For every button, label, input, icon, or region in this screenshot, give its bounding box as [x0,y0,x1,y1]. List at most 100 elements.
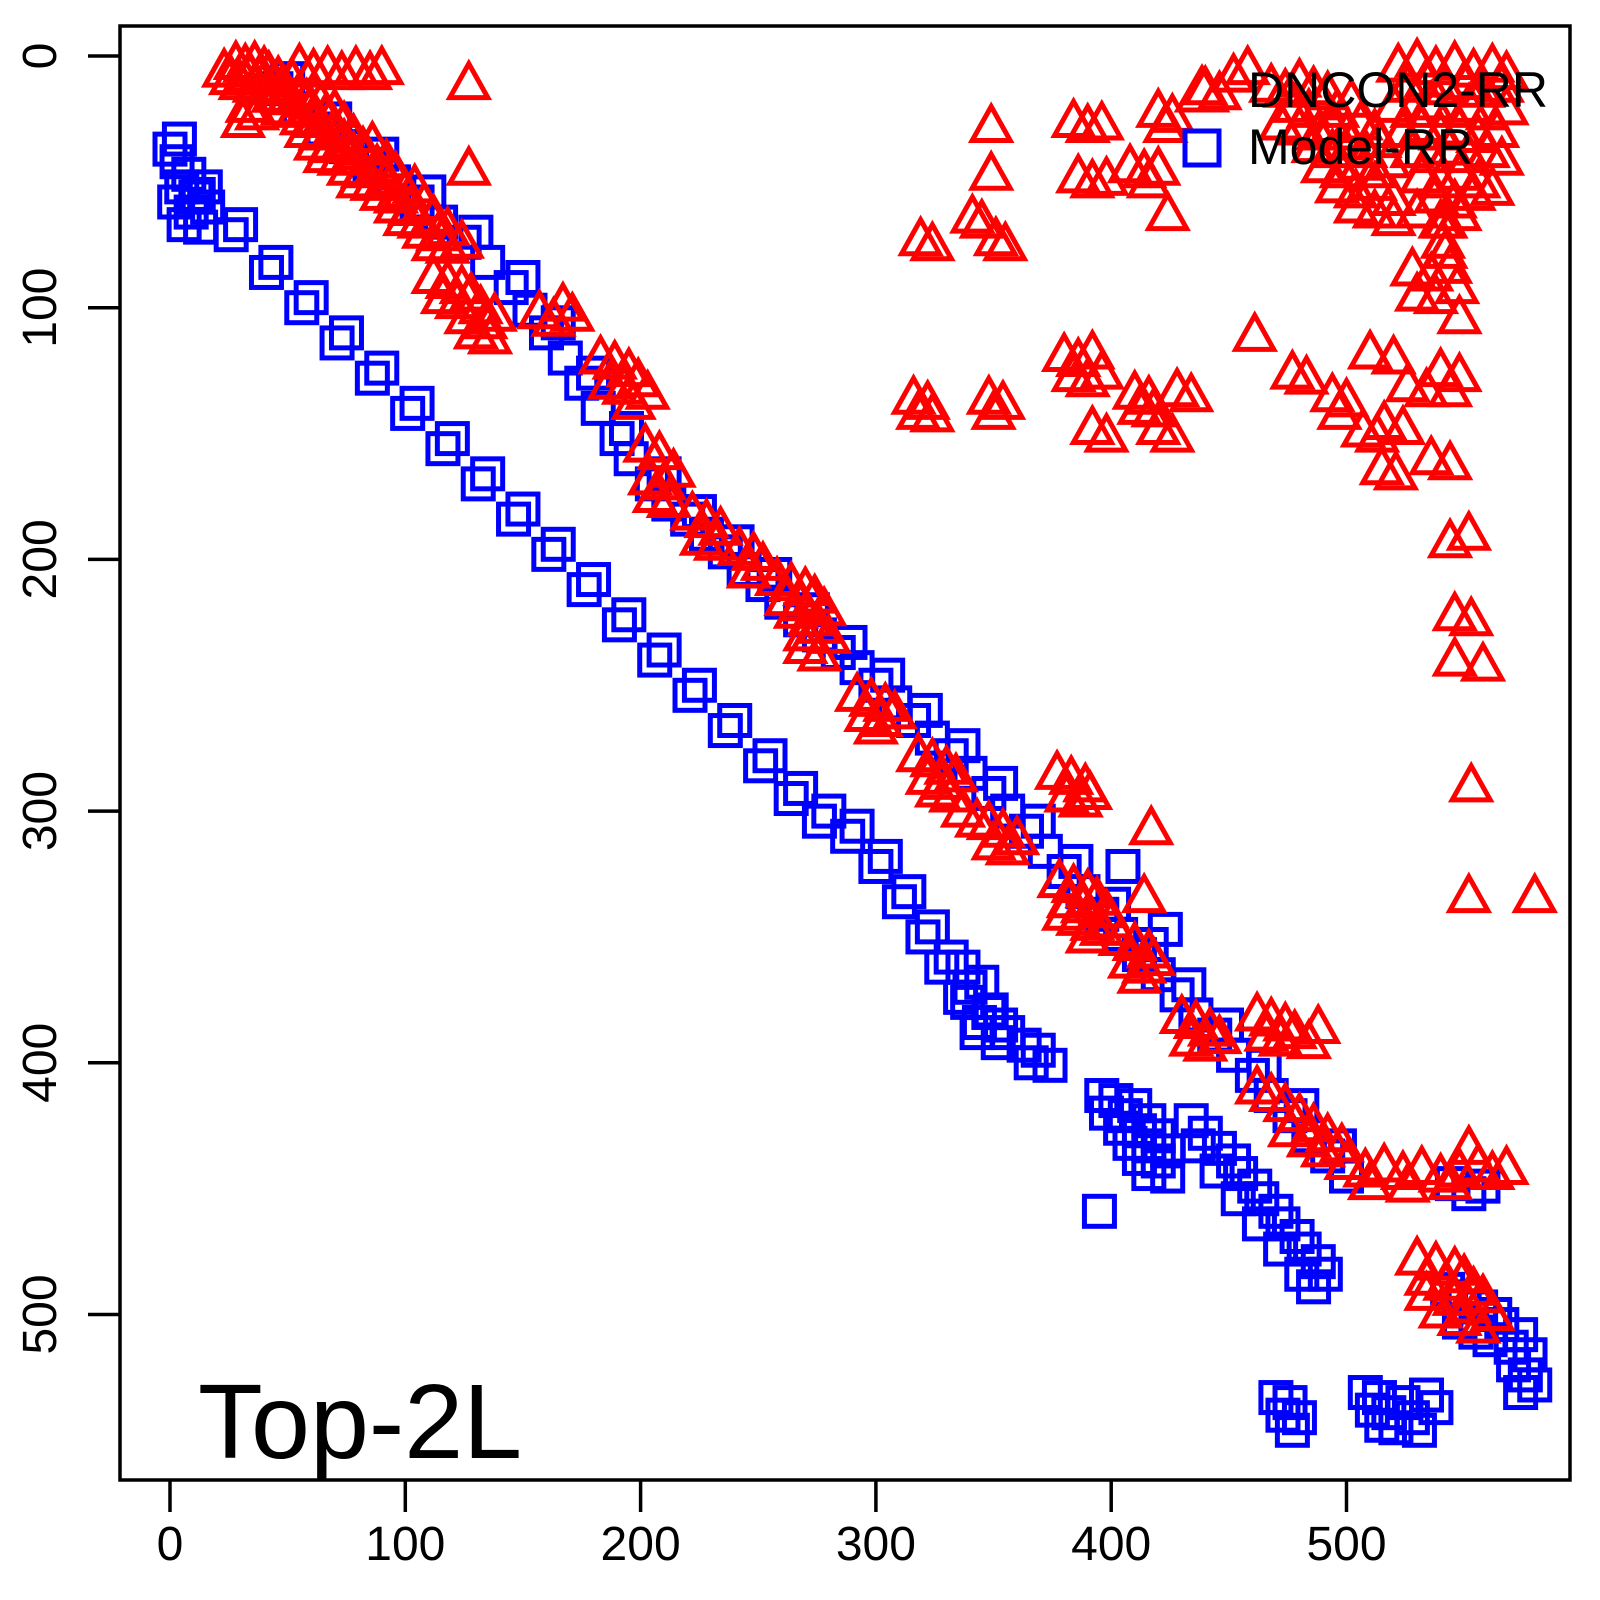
legend-square-icon [1182,128,1222,168]
dncon2-point-marker [894,388,942,430]
dncon2-point-marker [1370,332,1417,375]
model-point-marker [1234,1057,1270,1093]
dncon2-point-marker [1431,589,1479,632]
dncon2-point-marker [1459,639,1507,682]
model-point-marker [983,765,1019,801]
dncon2-point-marker [958,196,1006,239]
model-point-marker [1263,1231,1299,1267]
dncon2-point-marker [862,680,909,722]
dncon2-point-marker [1398,1143,1446,1186]
legend-label-model: Model-RR [1248,119,1473,175]
model-point-marker [1296,1269,1332,1305]
model-point-marker [983,1007,1019,1043]
dncon2-point-marker [224,81,271,123]
dncon2-point-marker [909,219,956,262]
dncon2-point-marker [852,702,900,745]
dncon2-point-marker [1372,448,1420,491]
dncon2-point-marker [1483,1143,1530,1186]
dncon2-point-marker [1057,775,1104,818]
dncon2-point-marker [1130,385,1177,428]
model-point-marker [1507,1357,1543,1393]
model-point-marker [905,919,941,955]
x-tick-label: 0 [157,1518,184,1571]
model-point-marker [1013,1045,1049,1081]
dncon2-point-marker [610,378,657,420]
x-tick-label: 500 [1306,1518,1386,1571]
model-point-marker [672,677,708,713]
model-point-marker [284,290,320,326]
dncon2-point-marker [1127,803,1175,846]
dncon2-point-marker [1064,866,1111,909]
model-point-marker [1131,1156,1167,1192]
legend-triangle-icon [1173,62,1231,113]
dncon2-point-marker [1403,365,1450,408]
model-point-marker [1105,848,1141,884]
dncon2-point-marker [1257,1015,1304,1057]
dncon2-point-marker [1078,98,1126,141]
dncon2-point-marker [949,191,996,234]
model-point-marker [717,702,753,738]
dncon2-point-marker [909,390,956,433]
y-tick-label: 400 [14,1023,67,1103]
dncon2-point-marker [605,345,653,388]
dncon2-point-marker [1426,365,1474,408]
dncon2-point-marker [897,214,944,257]
dncon2-point-marker [1083,410,1130,453]
dncon2-point-marker [967,149,1015,191]
dncon2-point-marker [1323,1138,1370,1180]
model-point-marker [646,632,682,668]
model-point-marker [637,642,673,678]
model-point-marker [1199,1153,1235,1189]
x-axis: 0 100 200 300 400 500 [157,1480,1387,1571]
dncon2-point-marker [1469,1148,1516,1191]
model-point-marker [959,1015,995,1051]
y-tick-label: 200 [14,519,67,599]
dncon2-point-marker [1285,1115,1333,1158]
dncon2-point-marker [1447,594,1495,637]
dncon2-point-marker [1511,871,1559,914]
dncon2-point-marker [259,83,307,126]
model-point-marker [540,526,576,562]
model-point-marker [328,315,364,351]
legend-label-dncon2: DNCON2-RR [1248,62,1548,118]
dncon2-point-marker [207,53,255,96]
model-point-marker [1150,1133,1186,1169]
model-point-marker [248,254,284,290]
model-point-marker [891,874,927,910]
dncon2-point-marker [984,823,1031,866]
dncon2-point-marker [1299,1125,1347,1168]
model-point-marker [933,939,969,975]
dncon2-point-marker [1130,934,1177,977]
x-tick-label: 300 [836,1518,916,1571]
model-point-marker [425,431,461,467]
dncon2-point-marker [1327,76,1375,118]
dncon2-point-marker [982,219,1029,262]
dncon2-point-marker [1469,1289,1516,1331]
model-point-marker [354,360,390,396]
model-point-marker [460,466,496,502]
dncon2-point-marker [692,519,740,561]
dncon2-point-marker [318,48,366,91]
model-point-marker [858,848,894,884]
dncon2-point-marker [1064,101,1111,143]
model-point-marker [1020,803,1056,839]
model-point-marker [505,491,541,527]
dncon2-point-marker [1346,1158,1394,1201]
model-point-marker [576,562,612,598]
dncon2-point-marker [1422,227,1469,269]
dncon2-point-marker [1417,156,1464,199]
x-tick-label: 200 [601,1518,681,1571]
dncon2-point-marker [1182,1020,1229,1062]
dncon2-point-marker [796,629,843,672]
model-point-marker [258,244,294,280]
dncon2-point-marker [772,587,820,629]
model-point-marker [1503,1375,1539,1411]
dncon2-point-marker [358,43,406,86]
x-tick-label: 400 [1071,1518,1151,1571]
model-point-marker [681,667,717,703]
model-point-marker [601,607,637,643]
dncon2-point-marker [1436,292,1483,335]
dncon2-point-marker [1445,509,1493,551]
